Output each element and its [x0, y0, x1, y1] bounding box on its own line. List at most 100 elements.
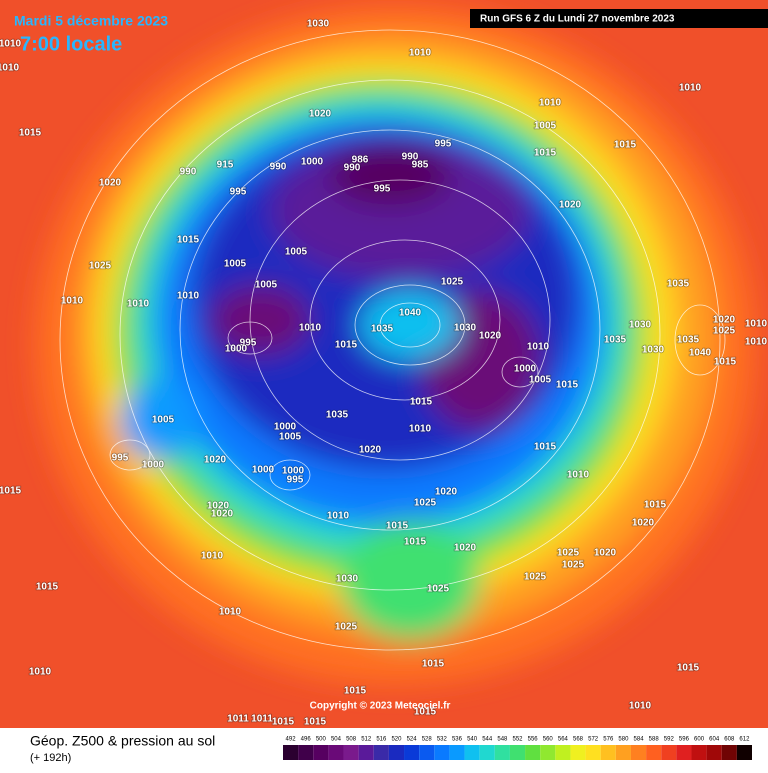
pressure-label: 1015 — [304, 717, 327, 728]
copyright: Copyright © 2023 Meteociel.fr — [310, 701, 451, 712]
pressure-label: 1000 — [142, 460, 165, 471]
scale-swatch — [419, 745, 435, 760]
scale-label: 560 — [543, 737, 554, 743]
pressure-label: 1000 — [282, 466, 305, 477]
scale-swatch — [721, 745, 737, 760]
pressure-label: 1015 — [177, 235, 200, 246]
pressure-label: 1015 — [272, 717, 295, 728]
pressure-label: 1015 — [19, 128, 42, 139]
pressure-label: 1020 — [594, 548, 617, 559]
pressure-label: 990 — [402, 152, 419, 163]
scale-swatch — [388, 745, 405, 760]
pressure-label: 1005 — [224, 259, 247, 270]
pressure-label: 1011 — [227, 714, 249, 725]
pressure-label: 990 — [270, 162, 287, 173]
pressure-label: 1030 — [454, 323, 477, 334]
pressure-label: 1010 — [177, 291, 200, 302]
pressure-label: 1020 — [309, 109, 332, 120]
scale-swatch — [358, 745, 374, 760]
scale-swatch — [540, 745, 556, 760]
scale-label: 496 — [301, 737, 312, 743]
pressure-label: 1035 — [677, 335, 700, 346]
scale-swatch — [570, 745, 586, 760]
scale-label: 612 — [739, 737, 750, 743]
pressure-label: 1010 — [745, 337, 768, 348]
pressure-label: 1030 — [336, 574, 359, 585]
pressure-label: 1020 — [435, 487, 458, 498]
scale-swatch — [464, 745, 480, 760]
scale-label: 492 — [286, 737, 297, 743]
scale-label: 536 — [452, 737, 463, 743]
scale-label: 512 — [361, 737, 372, 743]
scale-swatch — [555, 745, 571, 760]
pressure-label: 1020 — [207, 501, 230, 512]
pressure-label: 1015 — [714, 357, 737, 368]
pressure-label: 985 — [412, 160, 429, 171]
pressure-label: 1010 — [539, 98, 562, 109]
scale-label: 540 — [467, 737, 478, 743]
scale-label: 588 — [649, 737, 660, 743]
pressure-label: 1015 — [614, 140, 637, 151]
pressure-label: 1040 — [689, 348, 712, 359]
pressure-label: 1035 — [371, 324, 394, 335]
forecast-date: Mardi 5 décembre 2023 — [14, 13, 168, 29]
pressure-label: 1010 — [409, 48, 432, 59]
pressure-label: 1015 — [534, 148, 557, 159]
scale-swatch — [434, 745, 450, 760]
pressure-label: 995 — [374, 184, 391, 195]
scale-swatch — [706, 745, 722, 760]
scale-swatch — [525, 745, 541, 760]
pressure-label: 1015 — [534, 442, 557, 453]
scale-label: 524 — [407, 737, 418, 743]
pressure-label: 1000 — [274, 422, 297, 433]
pressure-label: 1020 — [99, 178, 122, 189]
scale-swatch — [343, 745, 359, 760]
scale-label: 556 — [528, 737, 539, 743]
pressure-label: 1015 — [36, 582, 59, 593]
pressure-label: 1020 — [479, 331, 502, 342]
pressure-label: 1030 — [307, 19, 330, 30]
pressure-label: 1010 — [679, 83, 702, 94]
pressure-label: 995 — [287, 475, 304, 486]
pressure-label: 1010 — [527, 342, 550, 353]
scale-label: 572 — [588, 737, 599, 743]
pressure-label: 1005 — [285, 247, 308, 258]
scale-label: 504 — [331, 737, 342, 743]
scale-swatch — [328, 745, 344, 760]
pressure-label: 1000 — [225, 344, 248, 355]
pressure-label: 1025 — [335, 622, 358, 633]
pressure-label: 1005 — [255, 280, 278, 291]
pressure-label: 1020 — [559, 200, 582, 211]
pressure-label: 1020 — [632, 518, 655, 529]
scale-swatch — [298, 745, 314, 760]
pressure-label: 1015 — [556, 380, 579, 391]
scale-label: 500 — [316, 737, 327, 743]
pressure-label: 1010 — [0, 39, 22, 50]
scale-label: 520 — [391, 737, 402, 743]
pressure-label: 1015 — [344, 686, 367, 697]
pressure-label: 1015 — [422, 659, 445, 670]
scale-swatch — [585, 745, 601, 760]
scale-swatch — [630, 745, 647, 760]
pressure-label: 1015 — [386, 521, 409, 532]
scale-swatch — [494, 745, 510, 760]
pressure-label: 1005 — [152, 415, 175, 426]
pressure-label: 1015 — [0, 486, 22, 497]
scale-label: 568 — [573, 737, 584, 743]
pressure-label: 990 — [180, 167, 197, 178]
pressure-label: 1015 — [410, 397, 433, 408]
pressure-label: 1000 — [301, 157, 324, 168]
lead-time: (+ 192h) — [30, 752, 71, 764]
pressure-label: 1010 — [327, 511, 350, 522]
map — [0, 0, 768, 728]
scale-label: 544 — [482, 737, 493, 743]
pressure-label: 1040 — [399, 308, 422, 319]
pressure-label: 995 — [230, 187, 247, 198]
pressure-label: 1011 — [251, 714, 273, 725]
scale-swatch — [676, 745, 692, 760]
color-scale: 492 496 500 504 508 512 516 520 524 528 532 536 540 5… — [283, 737, 752, 760]
scale-swatch — [600, 745, 616, 760]
pressure-label: 1020 — [713, 315, 736, 326]
scale-label: 604 — [709, 737, 720, 743]
